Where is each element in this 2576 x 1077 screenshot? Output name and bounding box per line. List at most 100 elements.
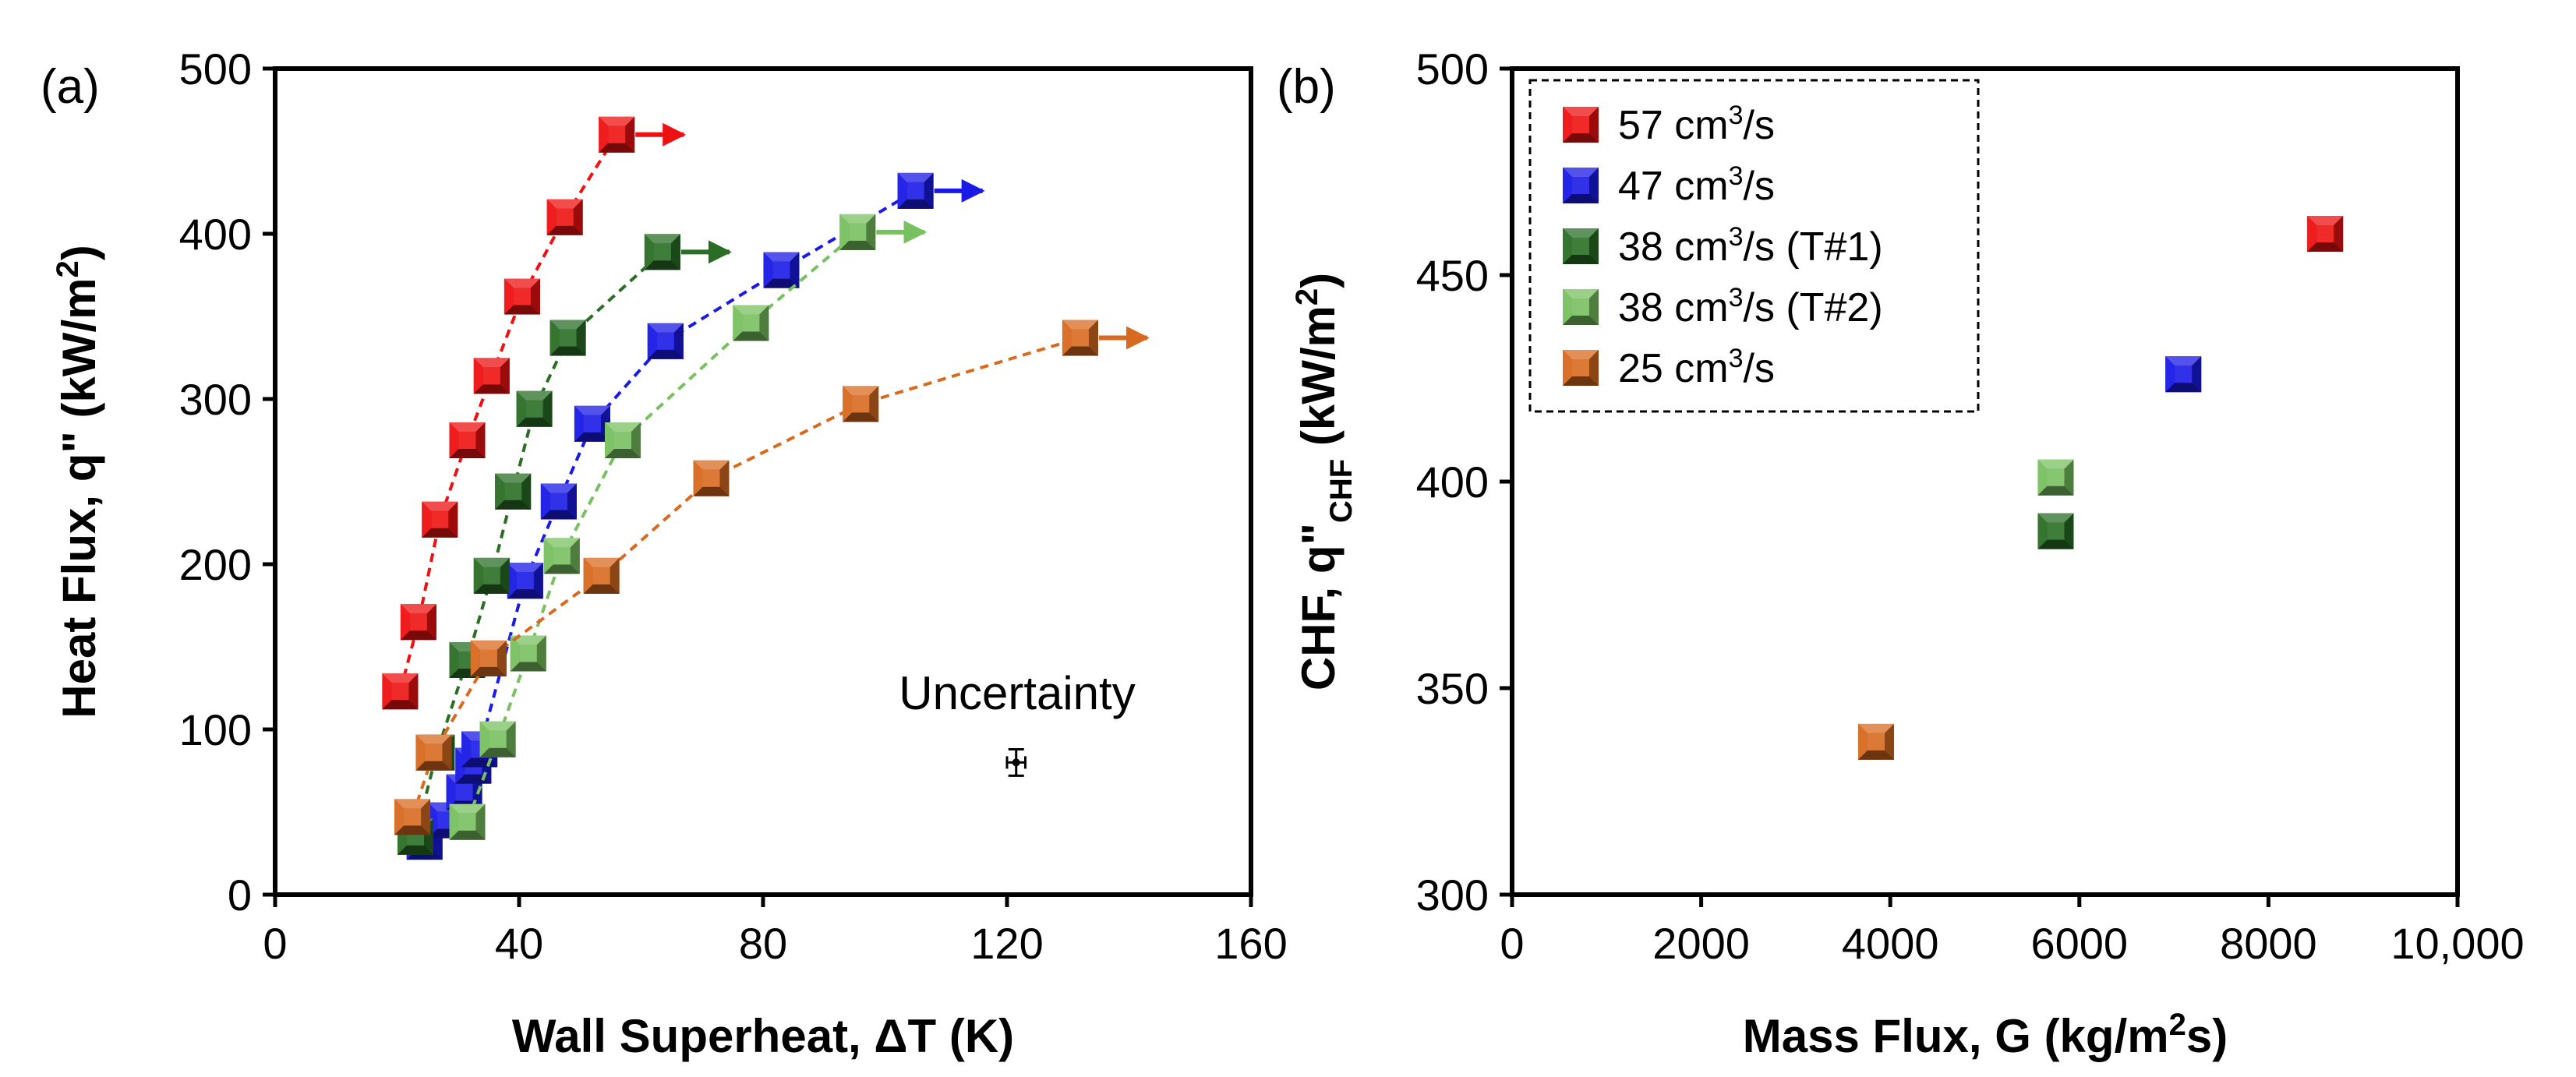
- marker-bevel-left: [449, 641, 459, 678]
- marker-bevel-top: [422, 501, 458, 511]
- marker-bevel-top: [470, 640, 507, 650]
- marker-bevel-right: [670, 234, 680, 270]
- panel-a-data-point: [473, 557, 510, 594]
- marker-bevel-left: [473, 557, 483, 594]
- panel-a-y-tick-label: 400: [179, 210, 252, 259]
- marker-face: [906, 182, 924, 200]
- panel-a-x-tick-label: 0: [263, 919, 287, 968]
- panel-b-x-axis-title: Mass Flux, G (kg/m2s): [1743, 1008, 2228, 1062]
- marker-bevel-top: [495, 473, 532, 483]
- marker-bevel-bottom: [644, 260, 680, 270]
- marker-bevel-left: [605, 422, 615, 458]
- marker-bevel-top: [1563, 168, 1599, 177]
- legend-marker: [1563, 168, 1599, 203]
- marker-bevel-left: [543, 538, 553, 574]
- marker-bevel-left: [2037, 459, 2048, 496]
- marker-bevel-top: [449, 422, 486, 432]
- marker-bevel-top: [540, 483, 577, 493]
- marker-bevel-left: [394, 799, 405, 835]
- marker-bevel-bottom: [507, 589, 543, 599]
- marker-bevel-bottom: [599, 143, 635, 153]
- legend-label: 57 cm3/s: [1618, 101, 1775, 148]
- panel-a-data-point: [394, 799, 431, 835]
- marker-bevel-left: [583, 557, 593, 594]
- panel-a-data-point: [843, 386, 879, 422]
- marker-bevel-top: [504, 278, 540, 288]
- marker-bevel-bottom: [422, 528, 458, 538]
- panel-b-series-2: [2037, 513, 2074, 549]
- marker-face: [404, 808, 422, 826]
- marker-face: [592, 567, 610, 584]
- legend: 57 cm3/s47 cm3/s38 cm3/s (T#1)38 cm3/s (…: [1528, 79, 1980, 413]
- panel-b-data-point: [2307, 216, 2344, 252]
- marker-bevel-left: [549, 320, 560, 356]
- marker-bevel-left: [479, 721, 489, 757]
- marker-face: [549, 493, 567, 510]
- marker-bevel-right: [2064, 459, 2074, 496]
- marker-bevel-bottom: [1858, 750, 1895, 760]
- marker-bevel-bottom: [839, 240, 876, 250]
- marker-bevel-top: [394, 799, 431, 809]
- marker-bevel-left: [446, 774, 456, 810]
- panel-a-y-tick-label: 500: [179, 44, 252, 94]
- marker-bevel-left: [763, 252, 773, 288]
- marker-bevel-left: [1563, 107, 1572, 143]
- panel-a-y-tick-label: 0: [228, 870, 252, 920]
- panel-b-y-axis-title: CHF, q"CHF (kW/m2): [1290, 273, 1359, 690]
- panel-a-y-tick-label: 200: [179, 540, 252, 589]
- marker-bevel-top: [843, 386, 879, 396]
- legend-label-sup: 3: [1729, 283, 1744, 313]
- marker-bevel-right: [475, 422, 486, 458]
- marker-bevel-left: [449, 803, 459, 840]
- marker-bevel-right: [408, 673, 419, 710]
- marker-bevel-right: [719, 460, 730, 496]
- marker-bevel-right: [533, 563, 543, 599]
- marker-face: [504, 482, 522, 500]
- marker-bevel-right: [570, 538, 580, 574]
- marker-bevel-left: [461, 731, 472, 768]
- marker-bevel-bottom: [1563, 133, 1599, 143]
- panel-a-data-point: [599, 116, 635, 153]
- marker-bevel-top: [2037, 459, 2074, 469]
- panel-a-y-tick-label: 300: [179, 375, 252, 424]
- marker-bevel-top: [599, 116, 635, 126]
- legend-marker: [1563, 107, 1599, 143]
- marker-face: [553, 547, 571, 565]
- panel-a-data-point: [400, 604, 436, 641]
- panel-a-data-point: [897, 172, 934, 209]
- panel-b-y-title-sup: 2: [1290, 288, 1324, 305]
- marker-bevel-top: [647, 323, 684, 333]
- marker-bevel-bottom: [1563, 376, 1599, 386]
- marker-bevel-left: [2165, 356, 2175, 393]
- marker-face: [2047, 522, 2065, 540]
- marker-bevel-left: [400, 604, 410, 641]
- panel-b-series-4: [1858, 723, 1895, 760]
- legend-label-pre: 47 cm: [1618, 164, 1729, 209]
- marker-bevel-bottom: [495, 500, 532, 510]
- marker-face: [479, 649, 497, 667]
- panel-a-data-point: [605, 422, 641, 458]
- marker-bevel-left: [1563, 228, 1572, 264]
- panel-b-data-point: [2165, 356, 2202, 393]
- panel-b-series-3: [2037, 459, 2074, 496]
- legend-marker: [1563, 350, 1599, 386]
- panel-a-x-tick-label: 40: [495, 919, 543, 968]
- marker-bevel-right: [1589, 228, 1599, 264]
- panel-b-y-tick-label: 450: [1416, 251, 1489, 300]
- panel-b-y-title-end2: ): [1292, 273, 1345, 288]
- marker-face: [455, 783, 473, 801]
- marker-bevel-right: [2334, 216, 2344, 252]
- marker-face: [852, 395, 870, 413]
- marker-bevel-bottom: [394, 825, 431, 835]
- marker-bevel-right: [610, 557, 620, 594]
- marker-face: [391, 683, 409, 701]
- panel-a-data-point: [543, 538, 580, 574]
- marker-bevel-bottom: [415, 761, 452, 771]
- marker-bevel-bottom: [647, 349, 684, 359]
- marker-bevel-top: [733, 305, 769, 315]
- legend-marker: [1563, 228, 1599, 264]
- panel-b-series: [1858, 216, 2344, 760]
- panel-b-axis-ticks: 0 2000 4000 6000 8000 10,000 300 350 400 450 500: [1416, 44, 2525, 968]
- marker-face: [482, 367, 500, 385]
